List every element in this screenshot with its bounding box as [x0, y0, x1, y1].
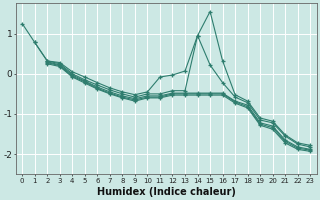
X-axis label: Humidex (Indice chaleur): Humidex (Indice chaleur)	[97, 187, 236, 197]
